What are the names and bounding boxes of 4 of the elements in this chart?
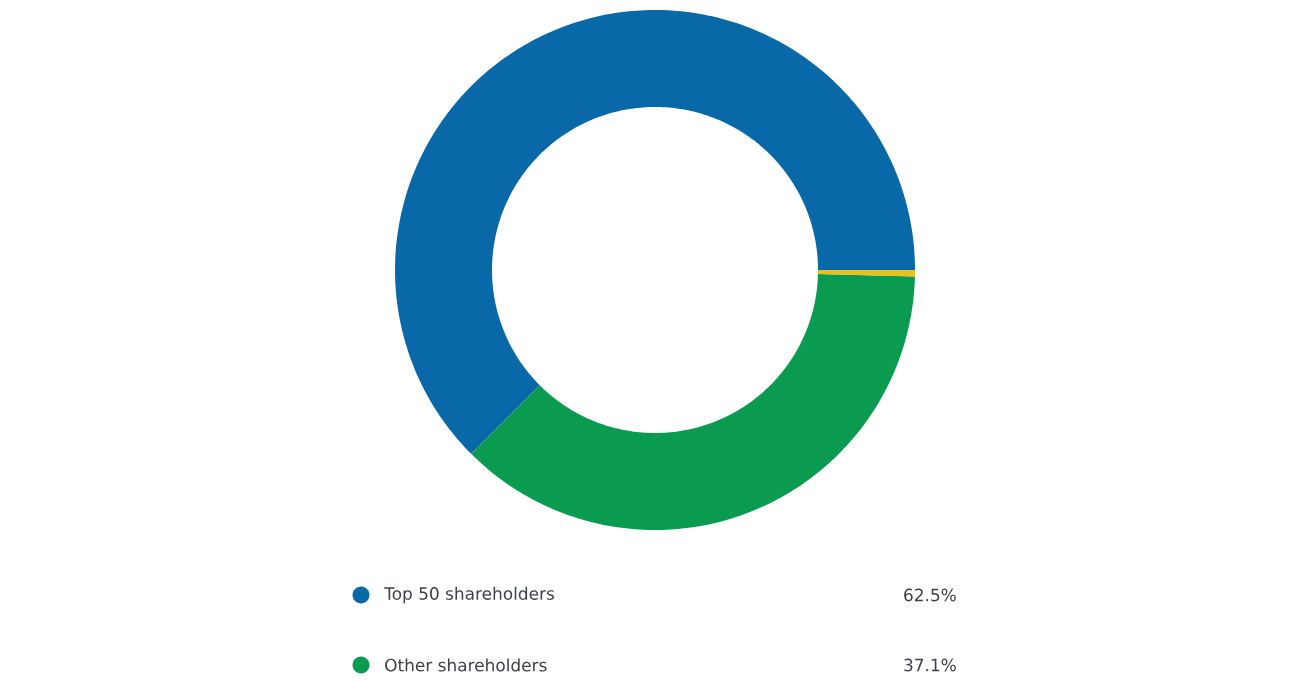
legend-label: Top 50 shareholders: [384, 586, 554, 604]
legend-label: Other shareholders: [385, 658, 547, 672]
data-label: 62.5%: [904, 588, 956, 602]
data-label: 37.1%: [904, 658, 956, 672]
